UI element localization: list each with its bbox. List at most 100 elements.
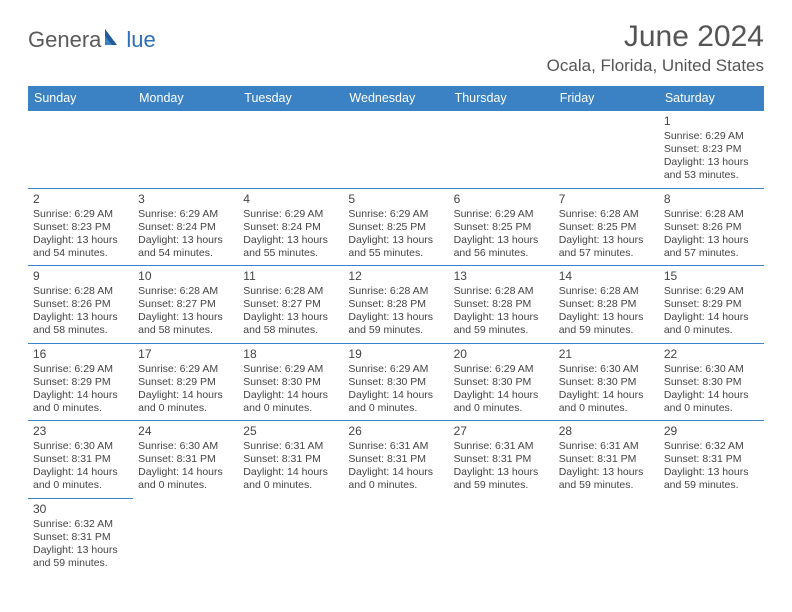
daylight-text: and 0 minutes. [33, 479, 128, 492]
sunrise-text: Sunrise: 6:30 AM [559, 363, 654, 376]
sunrise-text: Sunrise: 6:30 AM [664, 363, 759, 376]
day-number: 3 [138, 192, 233, 207]
calendar-cell: 26Sunrise: 6:31 AMSunset: 8:31 PMDayligh… [343, 421, 448, 499]
calendar-cell: 7Sunrise: 6:28 AMSunset: 8:25 PMDaylight… [554, 188, 659, 266]
daylight-text: and 0 minutes. [664, 402, 759, 415]
sail-icon [102, 26, 124, 53]
sunset-text: Sunset: 8:31 PM [348, 453, 443, 466]
daylight-text: Daylight: 14 hours [138, 389, 233, 402]
daylight-text: Daylight: 13 hours [138, 311, 233, 324]
day-number: 25 [243, 424, 338, 439]
sunrise-text: Sunrise: 6:28 AM [33, 285, 128, 298]
day-number: 2 [33, 192, 128, 207]
sunrise-text: Sunrise: 6:29 AM [454, 363, 549, 376]
daylight-text: Daylight: 14 hours [243, 389, 338, 402]
sunrise-text: Sunrise: 6:29 AM [454, 208, 549, 221]
sunrise-text: Sunrise: 6:29 AM [664, 130, 759, 143]
day-number: 24 [138, 424, 233, 439]
daylight-text: Daylight: 14 hours [33, 466, 128, 479]
sunrise-text: Sunrise: 6:29 AM [243, 208, 338, 221]
daylight-text: and 59 minutes. [559, 324, 654, 337]
sunset-text: Sunset: 8:23 PM [664, 143, 759, 156]
sunrise-text: Sunrise: 6:29 AM [243, 363, 338, 376]
day-number: 15 [664, 269, 759, 284]
calendar-row: 16Sunrise: 6:29 AMSunset: 8:29 PMDayligh… [28, 343, 764, 421]
day-number: 26 [348, 424, 443, 439]
sunset-text: Sunset: 8:24 PM [243, 221, 338, 234]
calendar-row: 9Sunrise: 6:28 AMSunset: 8:26 PMDaylight… [28, 266, 764, 344]
calendar-cell: 19Sunrise: 6:29 AMSunset: 8:30 PMDayligh… [343, 343, 448, 421]
calendar-cell: 2Sunrise: 6:29 AMSunset: 8:23 PMDaylight… [28, 188, 133, 266]
sunset-text: Sunset: 8:28 PM [454, 298, 549, 311]
calendar-cell: 11Sunrise: 6:28 AMSunset: 8:27 PMDayligh… [238, 266, 343, 344]
daylight-text: and 59 minutes. [454, 324, 549, 337]
daylight-text: Daylight: 14 hours [243, 466, 338, 479]
day-number: 18 [243, 347, 338, 362]
sunrise-text: Sunrise: 6:28 AM [243, 285, 338, 298]
sunrise-text: Sunrise: 6:28 AM [559, 285, 654, 298]
daylight-text: Daylight: 13 hours [454, 311, 549, 324]
daylight-text: and 0 minutes. [138, 479, 233, 492]
sunset-text: Sunset: 8:31 PM [33, 453, 128, 466]
day-header: Saturday [659, 86, 764, 111]
day-number: 23 [33, 424, 128, 439]
logo-text-general: Genera [28, 27, 101, 53]
day-number: 29 [664, 424, 759, 439]
daylight-text: Daylight: 13 hours [454, 466, 549, 479]
daylight-text: and 57 minutes. [559, 247, 654, 260]
calendar-cell: 23Sunrise: 6:30 AMSunset: 8:31 PMDayligh… [28, 421, 133, 499]
daylight-text: Daylight: 13 hours [348, 234, 443, 247]
sunrise-text: Sunrise: 6:29 AM [138, 363, 233, 376]
daylight-text: Daylight: 13 hours [243, 234, 338, 247]
daylight-text: and 0 minutes. [138, 402, 233, 415]
sunrise-text: Sunrise: 6:30 AM [33, 440, 128, 453]
daylight-text: and 59 minutes. [33, 557, 128, 570]
day-number: 8 [664, 192, 759, 207]
day-number: 14 [559, 269, 654, 284]
header: Genera lue June 2024 Ocala, Florida, Uni… [28, 20, 764, 76]
daylight-text: Daylight: 13 hours [138, 234, 233, 247]
day-header: Monday [133, 86, 238, 111]
calendar-cell-empty [238, 111, 343, 189]
calendar-cell: 6Sunrise: 6:29 AMSunset: 8:25 PMDaylight… [449, 188, 554, 266]
daylight-text: Daylight: 13 hours [559, 466, 654, 479]
calendar-cell-empty [28, 111, 133, 189]
day-number: 5 [348, 192, 443, 207]
daylight-text: and 58 minutes. [33, 324, 128, 337]
sunrise-text: Sunrise: 6:29 AM [33, 208, 128, 221]
daylight-text: Daylight: 14 hours [33, 389, 128, 402]
calendar-cell: 9Sunrise: 6:28 AMSunset: 8:26 PMDaylight… [28, 266, 133, 344]
calendar-cell-empty [343, 498, 448, 575]
daylight-text: Daylight: 13 hours [33, 234, 128, 247]
calendar-cell: 1Sunrise: 6:29 AMSunset: 8:23 PMDaylight… [659, 111, 764, 189]
sunset-text: Sunset: 8:31 PM [454, 453, 549, 466]
daylight-text: and 0 minutes. [664, 324, 759, 337]
calendar-cell-empty [449, 111, 554, 189]
calendar-cell: 25Sunrise: 6:31 AMSunset: 8:31 PMDayligh… [238, 421, 343, 499]
sunset-text: Sunset: 8:30 PM [454, 376, 549, 389]
sunset-text: Sunset: 8:30 PM [664, 376, 759, 389]
daylight-text: Daylight: 13 hours [454, 234, 549, 247]
calendar-cell: 24Sunrise: 6:30 AMSunset: 8:31 PMDayligh… [133, 421, 238, 499]
location: Ocala, Florida, United States [547, 56, 764, 76]
sunrise-text: Sunrise: 6:31 AM [348, 440, 443, 453]
sunrise-text: Sunrise: 6:31 AM [454, 440, 549, 453]
calendar-cell-empty [343, 111, 448, 189]
sunset-text: Sunset: 8:28 PM [348, 298, 443, 311]
sunset-text: Sunset: 8:30 PM [348, 376, 443, 389]
daylight-text: Daylight: 14 hours [559, 389, 654, 402]
calendar-cell: 14Sunrise: 6:28 AMSunset: 8:28 PMDayligh… [554, 266, 659, 344]
sunset-text: Sunset: 8:29 PM [138, 376, 233, 389]
sunrise-text: Sunrise: 6:32 AM [664, 440, 759, 453]
calendar-cell: 4Sunrise: 6:29 AMSunset: 8:24 PMDaylight… [238, 188, 343, 266]
calendar-cell: 17Sunrise: 6:29 AMSunset: 8:29 PMDayligh… [133, 343, 238, 421]
day-number: 11 [243, 269, 338, 284]
sunset-text: Sunset: 8:31 PM [138, 453, 233, 466]
calendar-row: 1Sunrise: 6:29 AMSunset: 8:23 PMDaylight… [28, 111, 764, 189]
daylight-text: and 53 minutes. [664, 169, 759, 182]
sunset-text: Sunset: 8:31 PM [664, 453, 759, 466]
calendar-cell: 16Sunrise: 6:29 AMSunset: 8:29 PMDayligh… [28, 343, 133, 421]
calendar-cell-empty [238, 498, 343, 575]
day-number: 7 [559, 192, 654, 207]
sunrise-text: Sunrise: 6:29 AM [33, 363, 128, 376]
